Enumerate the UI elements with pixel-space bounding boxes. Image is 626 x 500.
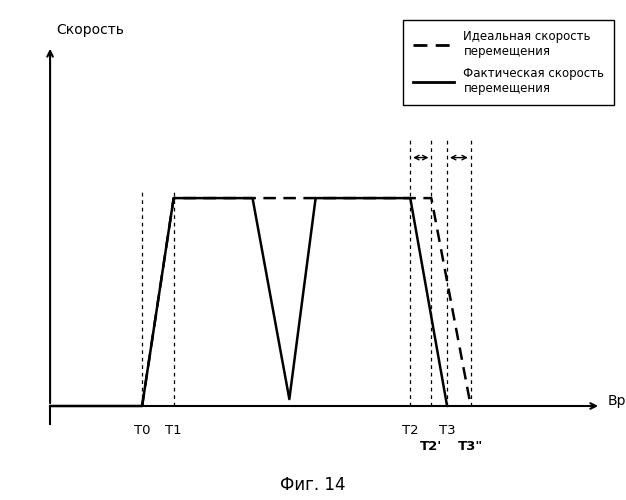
Text: Скорость: Скорость bbox=[56, 23, 124, 37]
Legend: Идеальная скорость
перемещения, Фактическая скорость
перемещения: Идеальная скорость перемещения, Фактичес… bbox=[403, 20, 614, 104]
Text: T0: T0 bbox=[134, 424, 150, 437]
Text: T3: T3 bbox=[439, 424, 455, 437]
Text: Фиг. 14: Фиг. 14 bbox=[280, 476, 346, 494]
Text: T2: T2 bbox=[402, 424, 419, 437]
Text: T1: T1 bbox=[165, 424, 182, 437]
Text: T3": T3" bbox=[458, 440, 483, 453]
Text: T2': T2' bbox=[420, 440, 443, 453]
Text: Время: Время bbox=[607, 394, 626, 408]
